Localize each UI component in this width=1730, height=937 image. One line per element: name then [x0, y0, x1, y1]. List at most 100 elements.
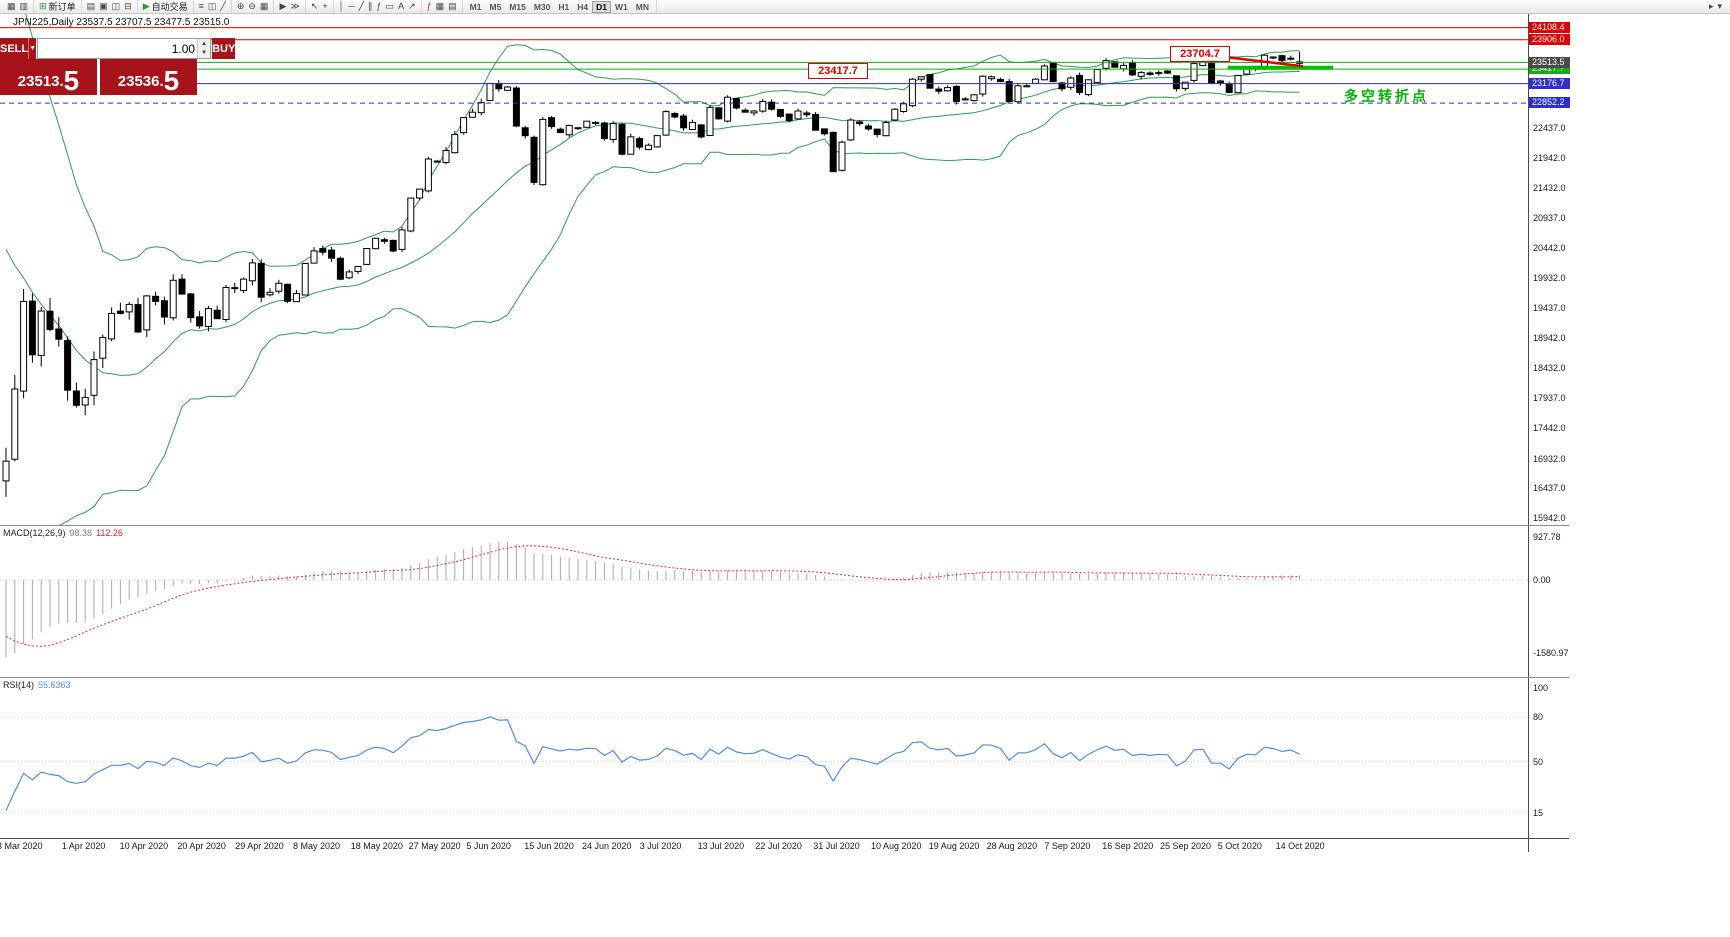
horizontal-line-icon[interactable]: ─	[346, 0, 356, 13]
price-scale-label: 19437.0	[1533, 303, 1566, 314]
buy-price: 23536.	[117, 73, 164, 90]
chart-profiles-icon[interactable]: ▥	[18, 0, 31, 13]
channel-icon[interactable]: ∥	[366, 0, 375, 13]
candlestick-chart-icon: ◫	[207, 1, 217, 11]
price-scale-label: 21942.0	[1533, 152, 1566, 163]
timeframe-w1[interactable]: W1	[611, 1, 632, 13]
timeframe-m1[interactable]: M1	[466, 1, 486, 13]
rsi-panel[interactable]	[0, 716, 1528, 814]
price-scale-label: 0.00	[1533, 575, 1551, 585]
market-watch-icon[interactable]: ▤	[85, 0, 98, 13]
new-chart-icon[interactable]: ▦	[5, 0, 18, 13]
terminal-icon[interactable]: ⊟	[122, 0, 134, 13]
shapes-icon: ▭	[385, 1, 395, 11]
vertical-line-icon: │	[338, 1, 345, 11]
autotrading-button-label: 自动交易	[151, 2, 188, 12]
crosshair-icon: +	[322, 1, 328, 11]
cursor-icon[interactable]: ↖	[309, 0, 321, 13]
sell-price-button[interactable]: 23513. 5	[0, 59, 97, 95]
sell-price-big-digit: 5	[63, 65, 80, 97]
toolbar-dock-icon[interactable]: ▸	[1708, 1, 1714, 11]
timeframe-mn[interactable]: MN	[632, 1, 653, 13]
date-axis-label: 22 Jul 2020	[755, 841, 802, 851]
toolbar-group: ▤ ▣ ◫ ⊟	[82, 0, 138, 13]
date-axis-label: 8 May 2020	[293, 841, 341, 851]
main-price-panel[interactable]	[0, 0, 1528, 554]
resistance-trend-line[interactable]	[1229, 56, 1304, 68]
sell-button[interactable]: SELL	[0, 38, 29, 59]
crosshair-icon[interactable]: +	[320, 0, 329, 13]
macd-panel[interactable]	[0, 541, 1528, 658]
date-axis-label: 29 Apr 2020	[235, 841, 284, 851]
candlestick-chart-icon[interactable]: ◫	[206, 0, 219, 13]
price-scale-label: 17442.0	[1533, 422, 1566, 433]
indicators-icon[interactable]: ƒ	[425, 0, 434, 13]
panel-separator[interactable]	[0, 525, 1569, 526]
turning-point-note[interactable]: 多空转折点	[1344, 88, 1429, 104]
periods-icon[interactable]: ▦	[434, 0, 447, 13]
panel-separator[interactable]	[0, 677, 1569, 678]
text-label-icon[interactable]: A	[396, 0, 406, 13]
templates-icon[interactable]: ▤	[446, 0, 459, 13]
text-label-icon: A	[398, 1, 405, 11]
bar-chart-icon[interactable]: ≡	[197, 0, 206, 13]
candlestick-series	[2, 51, 1304, 497]
price-annotation-box[interactable]: 23417.7	[808, 63, 868, 79]
new-chart-icon: ▦	[7, 1, 16, 11]
buy-button[interactable]: BUY	[212, 38, 236, 59]
date-axis-label: 18 May 2020	[350, 841, 403, 851]
macd-indicator-label: MACD(12,26,9) 98.38 112.26	[3, 528, 127, 538]
autotrading-button[interactable]: ▶ 自动交易	[141, 0, 190, 13]
price-tag: 23176.7	[1529, 77, 1570, 89]
arrows-icon: ↗	[408, 1, 416, 11]
order-type-dropdown[interactable]: ▼	[28, 38, 37, 59]
toolbar-group: ⊕ ⊖ ▦	[232, 0, 275, 13]
volume-increase-button[interactable]: ▲	[198, 39, 211, 49]
line-chart-icon[interactable]: ╱	[218, 0, 227, 13]
price-scale-label: 20937.0	[1533, 213, 1566, 224]
buy-price-button[interactable]: 23536. 5	[100, 59, 197, 95]
auto-scroll-icon[interactable]: ▶	[277, 0, 288, 13]
date-axis-label: 28 Aug 2020	[986, 841, 1038, 851]
trendline-icon[interactable]: ╱	[357, 0, 366, 13]
rsi-line	[5, 716, 1300, 812]
date-axis[interactable]: 23 Mar 2020 1 Apr 2020 10 Apr 2020 20 Apr 2…	[0, 839, 1528, 852]
volume-input[interactable]	[38, 39, 198, 58]
fibonacci-icon[interactable]: ƒ	[375, 0, 384, 13]
new-order-button-icon: ⊞	[39, 1, 47, 11]
timeframe-m5[interactable]: M5	[485, 1, 505, 13]
volume-decrease-button[interactable]: ▼	[198, 48, 211, 58]
timeframe-d1[interactable]: D1	[592, 0, 612, 13]
chart-shift-icon[interactable]: ≫	[288, 0, 301, 13]
price-scale-label: 19932.0	[1533, 273, 1566, 284]
bar-chart-icon: ≡	[198, 1, 204, 11]
date-axis-label: 20 Apr 2020	[177, 841, 226, 851]
zoom-out-icon[interactable]: ⊖	[246, 0, 258, 13]
horizontal-line-icon: ─	[348, 1, 355, 11]
tile-windows-icon[interactable]: ▦	[258, 0, 271, 13]
timeframe-h4[interactable]: H4	[573, 1, 592, 13]
timeframe-h1[interactable]: H1	[554, 1, 573, 13]
zoom-in-icon[interactable]: ⊕	[235, 0, 247, 13]
toolbar-group: ▶ 自动交易	[138, 0, 194, 13]
price-scale-label: 50	[1533, 756, 1544, 767]
navigator-icon[interactable]: ◫	[110, 0, 123, 13]
toolbar-menu-icon[interactable]: ▾	[1717, 1, 1722, 11]
new-order-button[interactable]: ⊞ 新订单	[37, 0, 78, 13]
arrows-icon[interactable]: ↗	[406, 0, 418, 13]
timeframe-m30[interactable]: M30	[530, 1, 555, 13]
vertical-line-icon[interactable]: │	[337, 0, 347, 13]
navigator-icon: ◫	[111, 1, 121, 11]
price-scale[interactable]: 22437.0 21942.0 21432.0 20937.0 20442.0 19932…	[1528, 14, 1570, 852]
shapes-icon[interactable]: ▭	[384, 0, 397, 13]
timeframe-m15[interactable]: M15	[505, 1, 530, 13]
toolbar: ▦ ▥ ⊞ 新订单 ▤ ▣ ◫ ⊟ ▶ 自动交易 ≡ ◫ ╱ ⊕ ⊖ ▦ ▶ ≫ ↖ + │ ─ ╱ ∥ ƒ ▭ A ↗ ƒ ▦ ▤ M1 M5…	[0, 0, 1730, 14]
trade-panel-price-row: 23513. 5 23536. 5	[0, 59, 197, 95]
periods-icon: ▦	[435, 1, 445, 11]
trendline-icon: ╱	[358, 1, 365, 11]
data-window-icon[interactable]: ▣	[97, 0, 110, 13]
price-annotation-box[interactable]: 23704.7	[1170, 46, 1230, 62]
channel-icon: ∥	[368, 1, 373, 11]
date-axis-label: 10 Apr 2020	[119, 841, 169, 851]
